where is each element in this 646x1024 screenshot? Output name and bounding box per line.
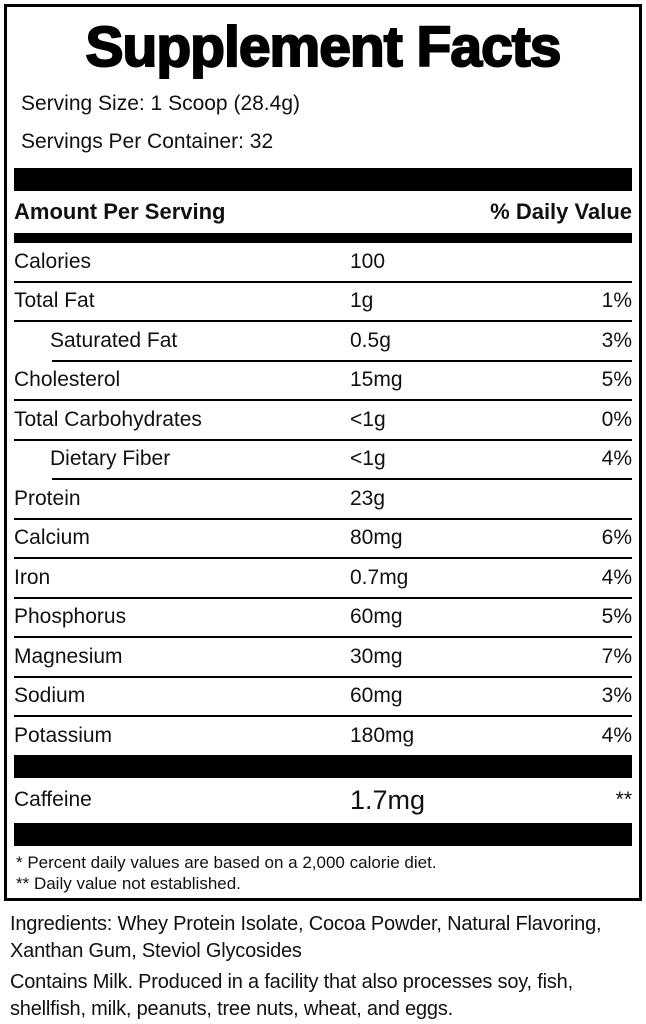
nutrient-name: Potassium [14, 723, 113, 747]
nutrient-name: Saturated Fat [50, 328, 178, 352]
nutrient-name: Magnesium [14, 644, 123, 668]
footnotes: * Percent daily values are based on a 2,… [14, 852, 632, 894]
amount-per-serving-header: Amount Per Serving [14, 199, 226, 224]
nutrient-name: Calcium [14, 526, 90, 550]
nutrient-amount: 1g [350, 289, 374, 313]
nutrient-row: Potassium 180mg 4% [14, 717, 632, 755]
daily-value-header: % Daily Value [490, 199, 632, 224]
divider-bar-medium [14, 233, 632, 243]
nutrient-amount: 30mg [350, 644, 403, 668]
nutrient-dv: 4% [601, 565, 632, 589]
caffeine-row: Caffeine 1.7mg ** [14, 778, 632, 823]
nutrient-name: Protein [14, 486, 81, 510]
nutrient-amount: <1g [350, 407, 386, 431]
nutrient-row: Phosphorus 60mg 5% [14, 599, 632, 637]
divider-bar-thick-bottom [14, 822, 632, 846]
row-separator [14, 438, 632, 441]
nutrient-dv: 5% [601, 605, 632, 629]
row-separator [52, 478, 632, 480]
row-separator [14, 715, 632, 717]
panel-title: Supplement Facts [85, 14, 563, 80]
footnote-daily-values: * Percent daily values are based on a 2,… [16, 852, 437, 872]
table-header-row: Amount Per Serving % Daily Value [14, 191, 632, 233]
nutrient-name: Dietary Fiber [50, 447, 171, 471]
nutrient-amount: 0.5g [350, 328, 391, 352]
ingredients-paragraph: Ingredients: Whey Protein Isolate, Cocoa… [10, 913, 602, 962]
nutrient-dv: 6% [601, 526, 632, 550]
nutrient-dv: 7% [601, 644, 632, 668]
allergen-paragraph: Contains Milk. Produced in a facility th… [10, 971, 573, 1020]
nutrient-dv: ** [615, 788, 632, 811]
nutrient-amount: <1g [350, 447, 386, 471]
nutrient-dv: 1% [601, 289, 632, 313]
nutrient-name: Calories [14, 249, 92, 273]
nutrient-name: Phosphorus [14, 605, 127, 629]
serving-size-line: Serving Size: 1 Scoop (28.4g) [21, 92, 300, 115]
nutrient-dv: 3% [601, 328, 632, 352]
nutrient-amount: 15mg [350, 368, 403, 392]
nutrient-name: Total Carbohydrates [14, 407, 202, 431]
nutrient-row: Iron 0.7mg 4% [14, 559, 632, 597]
nutrient-dv: 0% [601, 407, 632, 431]
nutrient-dv: 5% [601, 368, 632, 392]
nutrient-amount: 23g [350, 486, 386, 510]
nutrient-row: Cholesterol 15mg 5% [14, 362, 632, 400]
nutrient-name: Total Fat [14, 289, 95, 313]
row-separator [14, 280, 632, 283]
nutrient-row: Total Fat 1g 1% [14, 283, 632, 321]
nutrient-dv: 4% [601, 447, 632, 471]
nutrient-name: Cholesterol [14, 368, 121, 392]
nutrient-amount: 100 [350, 249, 386, 273]
nutrient-row: Sodium 60mg 3% [14, 678, 632, 716]
nutrient-row: Calcium 80mg 6% [14, 520, 632, 558]
row-separator [14, 399, 632, 401]
nutrient-dv: 4% [601, 723, 632, 747]
nutrient-row: Calories 100 [14, 243, 632, 281]
nutrient-name: Caffeine [14, 788, 92, 811]
nutrient-row: Saturated Fat 0.5g 3% [14, 322, 632, 360]
row-separator [52, 359, 632, 362]
nutrient-amount: 60mg [350, 605, 403, 629]
row-separator [14, 675, 632, 678]
divider-bar-thick-top [14, 168, 632, 191]
row-separator [14, 596, 632, 599]
row-separator [14, 557, 632, 559]
nutrient-row: Total Carbohydrates <1g 0% [14, 401, 632, 439]
servings-per-container-line: Servings Per Container: 32 [21, 130, 274, 153]
nutrient-row: Magnesium 30mg 7% [14, 638, 632, 676]
nutrient-amount: 60mg [350, 684, 403, 708]
supplement-facts-panel: Supplement Facts Serving Size: 1 Scoop (… [4, 4, 642, 901]
nutrient-name: Iron [14, 565, 51, 589]
nutrient-amount: 0.7mg [350, 565, 409, 589]
nutrient-row: Protein 23g [14, 480, 632, 518]
row-separator [14, 636, 632, 638]
footnote-not-established: ** Daily value not established. [16, 873, 241, 893]
nutrient-row: Dietary Fiber <1g 4% [14, 441, 632, 479]
row-separator [14, 517, 632, 520]
nutrient-name: Sodium [14, 684, 86, 708]
nutrient-amount: 180mg [350, 723, 415, 747]
nutrient-rows: Calories 100 Total Fat 1g 1% Saturated F… [14, 243, 632, 755]
row-separator [14, 320, 632, 322]
nutrient-amount: 1.7mg [350, 784, 426, 815]
nutrient-amount: 80mg [350, 526, 403, 550]
nutrient-dv: 3% [601, 684, 632, 708]
divider-bar-thick-mid [14, 754, 632, 778]
